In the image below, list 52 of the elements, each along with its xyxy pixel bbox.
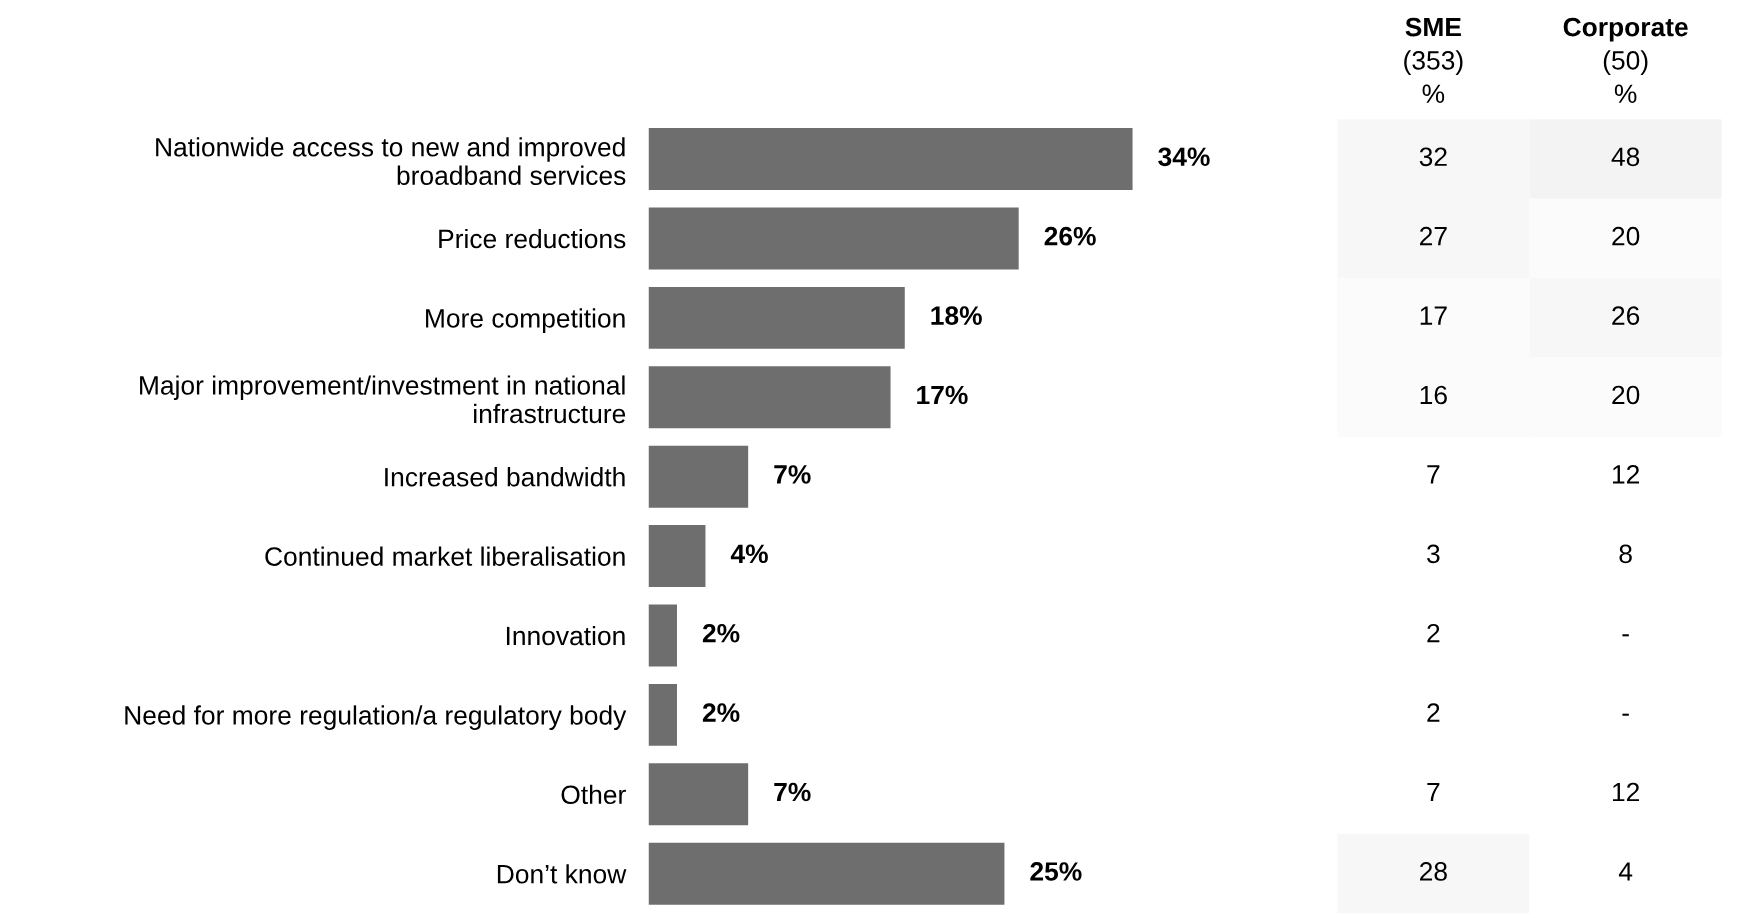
bar [648, 683, 677, 746]
y-tick-label: Increased bandwidth [385, 467, 625, 487]
y-tick-label: Nationwide access to new and improved broadband services [156, 137, 626, 185]
x-tick-label: Corporate (50) % [1563, 17, 1688, 103]
y-tick-label: More competition [426, 308, 625, 333]
x-tick-label: SME (353) % [1404, 17, 1463, 103]
text: - [1622, 634, 1629, 637]
data-label: 12 [1612, 465, 1639, 484]
data-label: 2% [702, 703, 740, 722]
bar [648, 286, 905, 349]
bar [648, 366, 891, 429]
data-label: 26 [1612, 306, 1640, 325]
y-tick-label: Price reductions [439, 228, 626, 249]
data-label: 26% [1044, 226, 1096, 246]
data-label: 7% [774, 465, 811, 484]
bar [648, 207, 1019, 270]
data-label: 16 [1420, 385, 1447, 405]
data-label: 20 [1612, 385, 1640, 405]
y-tick-label: Other [561, 784, 626, 805]
data-label: 3 [1427, 544, 1440, 564]
data-label: 4% [730, 544, 768, 564]
data-label: 17% [917, 385, 968, 405]
data-label: 27 [1420, 226, 1447, 246]
data-label: 4 [1618, 862, 1633, 881]
data-label: 7% [774, 782, 811, 802]
bar [648, 128, 1133, 191]
data-label: 48 [1611, 147, 1640, 167]
text: - [1622, 713, 1629, 716]
data-label: 18% [931, 306, 982, 325]
data-label: 2% [702, 623, 740, 643]
data-label: 7 [1427, 465, 1440, 484]
data-label: 2 [1427, 703, 1440, 722]
data-label: 20 [1612, 226, 1640, 246]
bar [648, 525, 706, 588]
data-label: 28 [1420, 862, 1447, 881]
y-tick-label: Innovation [506, 625, 625, 646]
data-label: 2 [1427, 623, 1440, 643]
y-tick-label: Need for more regulation/a regulatory body [125, 705, 627, 730]
data-label: 7 [1427, 782, 1440, 802]
data-label: 17 [1420, 306, 1447, 325]
y-tick-label: Major improvement/investment in national infrastructure [140, 375, 626, 424]
data-label: 25% [1030, 862, 1082, 881]
y-tick-label: Don’t know [497, 864, 627, 884]
data-label: 32 [1419, 147, 1447, 167]
data-label: 34% [1158, 147, 1210, 167]
bar [648, 763, 749, 826]
data-label: 8 [1619, 544, 1632, 564]
y-tick-label: Continued market liberalisation [265, 546, 625, 566]
bar [648, 604, 677, 667]
bar [648, 445, 749, 508]
bar [648, 842, 1005, 905]
data-label: 12 [1612, 782, 1639, 802]
